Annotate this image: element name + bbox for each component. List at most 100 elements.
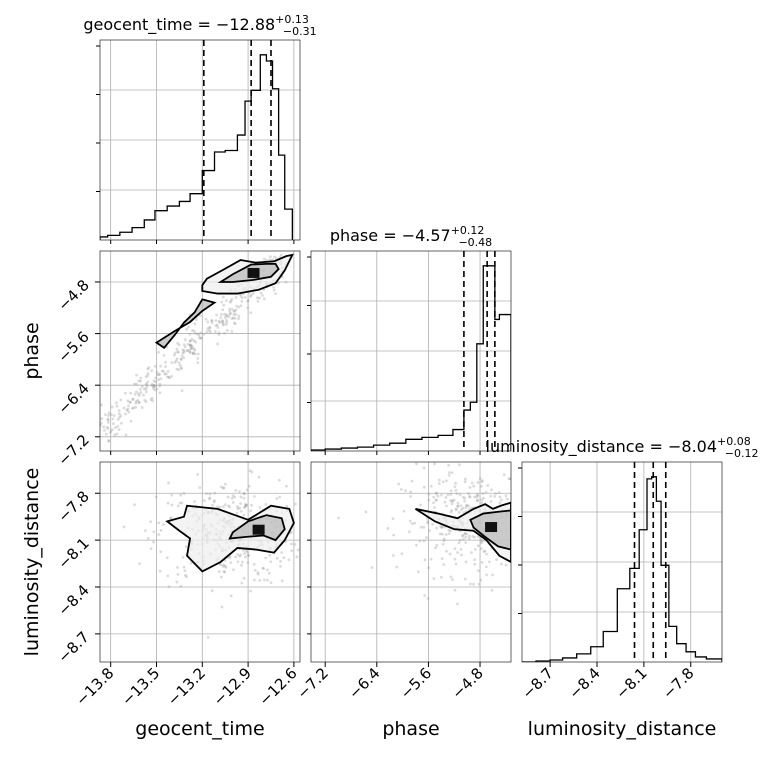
scatter-point [207,329,211,332]
scatter-point [167,481,170,485]
scatter-point [480,498,484,502]
scatter-point [468,534,471,538]
scatter-point [176,572,180,576]
scatter-point [165,556,169,560]
contour-line-1 [228,514,286,542]
axes-frame-luminosity_distance [521,461,723,663]
scatter-point [269,560,273,564]
scatter-point [129,419,133,423]
scatter-point [443,500,447,504]
scatter-point [119,398,123,402]
scatter-point [567,489,570,492]
scatter-point [504,563,508,567]
scatter-point [199,336,202,340]
scatter-point [275,497,279,500]
scatter-point [215,313,219,317]
scatter-point [216,342,219,346]
scatter-point [170,375,173,378]
scatter-point [472,484,476,488]
scatter-point [137,394,141,397]
scatter-point [487,560,491,564]
title-lower: −0.48 [458,236,492,249]
scatter-point [435,544,439,547]
scatter-point [200,336,204,340]
scatter-point [127,410,131,414]
scatter-point [536,517,539,520]
scatter-point [267,571,271,575]
scatter-point [180,354,184,358]
scatter-point [188,343,192,347]
scatter-point [146,372,150,375]
scatter-point [109,429,113,433]
scatter-point [205,330,209,334]
scatter-point [499,562,503,566]
scatter-point [463,499,466,503]
scatter-point [447,474,451,477]
x-tick-label-phase: −6.4 [345,664,383,702]
scatter-point [239,495,243,499]
scatter-point [246,306,250,310]
x-tick-label-geocent_time: −13.8 [72,664,117,709]
y-tick-label-phase: −6.4 [54,379,92,417]
scatter-point [530,513,533,516]
scatter-point [225,318,228,322]
scatter-point [117,409,121,412]
scatter-point [170,361,174,364]
scatter-point [122,406,126,410]
scatter-point [236,553,240,556]
scatter-point [227,504,230,508]
scatter-point [182,565,186,569]
scatter-point [223,312,226,316]
scatter-point [177,368,181,372]
scatter-point [413,521,417,525]
scatter-point [183,345,187,349]
scatter-point [196,357,200,360]
scatter-point [221,505,225,509]
scatter-point [432,495,436,499]
scatter-point [444,495,448,499]
scatter-point [107,411,111,415]
scatter-point [480,539,484,543]
scatter-point [149,547,153,550]
scatter-point [312,520,315,523]
scatter-point [158,384,162,388]
x-tick-label-geocent_time: −13.5 [118,664,163,709]
scatter-point [221,486,225,490]
scatter-point [427,498,431,502]
contour-line-1 [469,509,511,551]
scatter-point [248,469,252,473]
scatter-point [495,558,499,561]
scatter-point [514,483,517,486]
scatter-point [341,511,344,514]
scatter-point [146,380,150,384]
scatter-point [408,519,412,523]
histogram-step-luminosity_distance [522,476,722,662]
scatter-point [468,582,472,586]
scatter-point [175,357,179,361]
scatter-point [216,326,220,329]
scatter-point [150,396,154,400]
title-lower: −0.31 [283,25,317,38]
scatter-point [534,542,537,545]
scatter-point [157,521,161,525]
scatter-point [364,510,368,514]
scatter-point [422,525,426,529]
scatter-point [435,526,439,530]
scatter-point [139,376,143,380]
scatter-point [478,477,482,480]
title-luminosity_distance: luminosity_distance = −8.04+0.08 −0.12 [486,435,759,460]
scatter-point [232,309,236,313]
scatter-point [454,508,458,512]
scatter-point [152,540,155,544]
scatter-point [453,547,457,550]
scatter-point [463,480,467,484]
scatter-point [395,565,399,569]
scatter-point [189,343,193,347]
scatter-point [409,495,412,498]
scatter-point [134,401,138,405]
scatter-point [223,564,227,568]
scatter-point [449,575,453,579]
scatter-point [239,294,243,298]
scatter-point [185,328,188,331]
scatter-point [193,348,197,352]
